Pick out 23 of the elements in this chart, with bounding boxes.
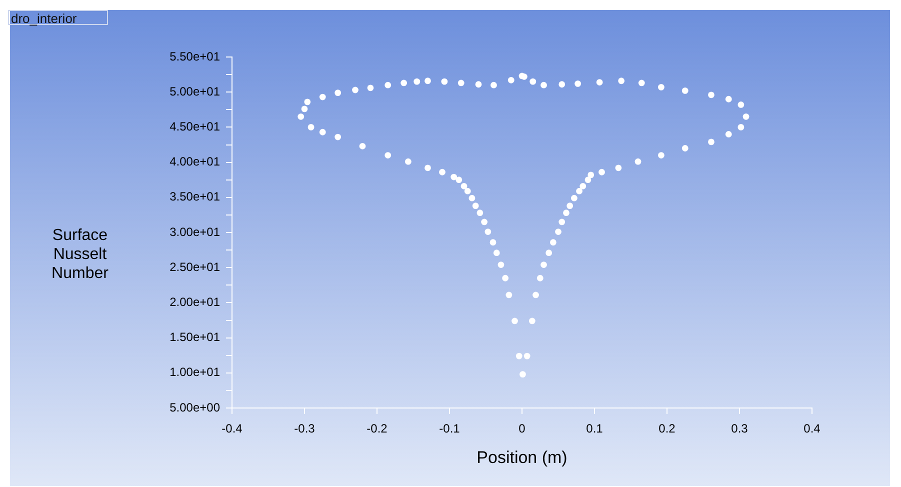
x-tick-label: 0.3 (731, 422, 748, 436)
x-tick-label: 0 (518, 422, 526, 436)
y-tick-label: 1.00e+01 (170, 365, 220, 380)
y-tick-label: 5.50e+01 (170, 49, 220, 64)
x-tick-label: -0.3 (294, 422, 316, 436)
x-tick-label: 0.2 (658, 422, 676, 436)
x-tick-label: -0.1 (439, 422, 460, 436)
y-tick-label: 3.50e+01 (170, 190, 220, 204)
y-tick-label: 2.50e+01 (170, 260, 220, 274)
y-tick-label: 4.00e+01 (170, 154, 220, 169)
y-tick-label: 5.00e+00 (170, 400, 220, 414)
text: dro_interior (8, 10, 108, 26)
x-tick-label: -0.4 (222, 422, 243, 436)
y-tick-label: 5.00e+01 (170, 84, 220, 98)
x-tick-label: 0.1 (586, 422, 604, 436)
y-tick-label: 4.50e+01 (170, 120, 220, 134)
y-tick-label: 1.50e+01 (170, 330, 220, 344)
y-axis-title: Surface Nusselt Number (50, 226, 110, 283)
x-axis-title: Position (m) (476, 448, 568, 468)
y-tick-label: 3.00e+01 (170, 224, 220, 239)
y-tick-label: 2.00e+01 (170, 295, 220, 310)
x-tick-label: 0.4 (804, 422, 821, 436)
x-tick-label: -0.2 (366, 422, 388, 436)
